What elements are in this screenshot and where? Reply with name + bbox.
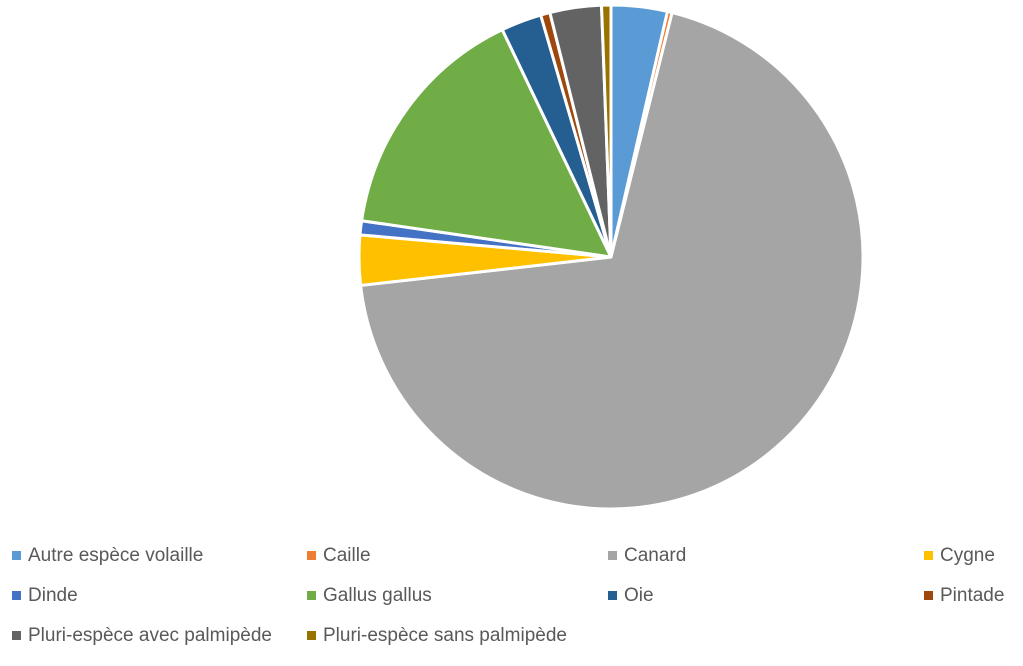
legend-label: Cygne bbox=[940, 545, 995, 566]
legend-swatch bbox=[307, 631, 316, 640]
legend-swatch bbox=[12, 551, 21, 560]
legend-swatch bbox=[12, 591, 21, 600]
legend-label: Dinde bbox=[28, 585, 78, 606]
legend-label: Pluri-espèce avec palmipède bbox=[28, 625, 272, 646]
legend-item: Pluri-espèce avec palmipède bbox=[12, 626, 272, 645]
legend-swatch bbox=[307, 551, 316, 560]
pie-slice-canard bbox=[359, 11, 865, 511]
legend-item: Autre espèce volaille bbox=[12, 546, 203, 565]
legend-item: Canard bbox=[608, 546, 686, 565]
chart-legend: Autre espèce volaille Caille Canard Cygne Di… bbox=[12, 546, 1023, 666]
pie-slice-gallus-gallus bbox=[360, 28, 613, 259]
legend-item: Pintade bbox=[924, 586, 1004, 605]
legend-swatch bbox=[924, 551, 933, 560]
legend-swatch bbox=[307, 591, 316, 600]
legend-swatch bbox=[608, 551, 617, 560]
legend-item: Pluri-espèce sans palmipède bbox=[307, 626, 567, 645]
legend-label: Pintade bbox=[940, 585, 1005, 606]
legend-swatch bbox=[608, 591, 617, 600]
legend-item: Caille bbox=[307, 546, 371, 565]
legend-label: Canard bbox=[624, 545, 687, 566]
legend-label: Gallus gallus bbox=[323, 585, 432, 606]
legend-item: Cygne bbox=[924, 546, 995, 565]
legend-swatch bbox=[924, 591, 933, 600]
legend-item: Dinde bbox=[12, 586, 78, 605]
legend-label: Oie bbox=[624, 585, 654, 606]
legend-item: Oie bbox=[608, 586, 654, 605]
legend-label: Autre espèce volaille bbox=[28, 545, 204, 566]
legend-label: Pluri-espèce sans palmipède bbox=[323, 625, 567, 646]
legend-swatch bbox=[12, 631, 21, 640]
pie-slice-pluri-esp-ce-sans-palmip-de bbox=[600, 3, 613, 259]
legend-item: Gallus gallus bbox=[307, 586, 432, 605]
pie-chart bbox=[357, 3, 865, 511]
legend-label: Caille bbox=[323, 545, 371, 566]
